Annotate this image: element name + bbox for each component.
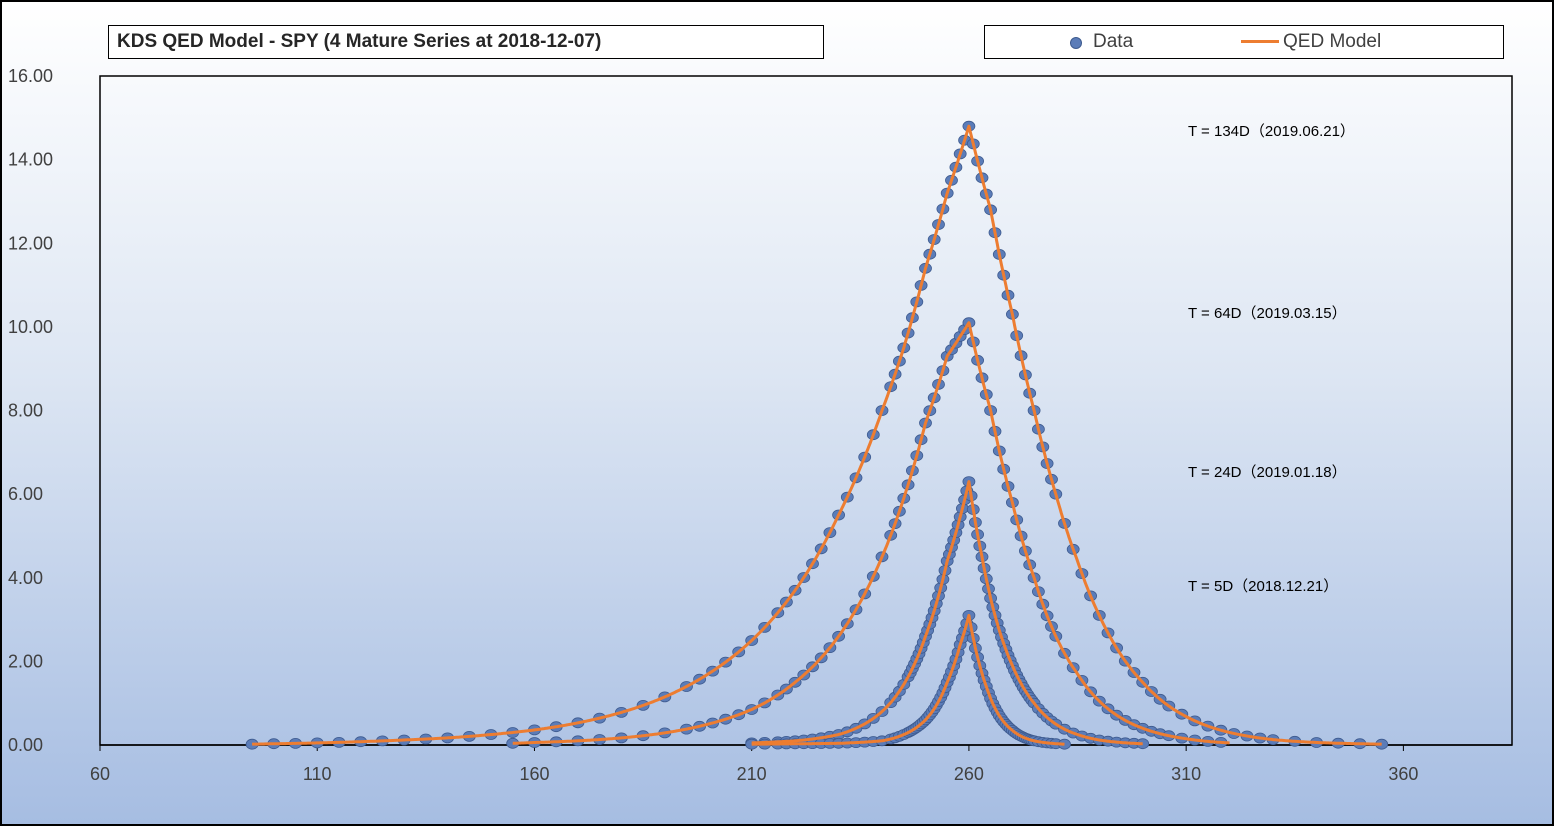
y-axis: 0.00 2.00 4.00 6.00 8.00 10.00 12.00 14.00 16.00 <box>8 66 53 755</box>
model-curve <box>751 480 1144 746</box>
model-curves <box>251 124 1383 746</box>
model-curve <box>512 321 1230 745</box>
y-tick-label: 14.00 <box>8 150 53 170</box>
y-tick-label: 0.00 <box>8 735 43 755</box>
data-markers <box>245 120 1389 750</box>
x-tick-label: 210 <box>737 764 767 784</box>
series-label: T = 134D（2019.06.21） <box>1188 123 1355 140</box>
x-tick-label: 310 <box>1171 764 1201 784</box>
chart-title: KDS QED Model - SPY (4 Mature Series at … <box>108 25 824 59</box>
legend-entry-data: Data <box>1070 26 1134 57</box>
y-tick-label: 10.00 <box>8 317 53 337</box>
model-curve <box>251 124 1383 746</box>
legend-label-model: QED Model <box>1283 31 1382 52</box>
y-tick-label: 16.00 <box>8 66 53 86</box>
x-tick-label: 360 <box>1388 764 1418 784</box>
x-tick-label: 160 <box>519 764 549 784</box>
model-curve <box>751 613 1065 746</box>
x-axis: 60 110 160 210 260 310 360 <box>90 744 1512 784</box>
plot-border <box>99 75 1513 746</box>
y-tick-label: 12.00 <box>8 233 53 253</box>
x-tick-label: 110 <box>303 764 332 784</box>
series-label: T = 5D（2018.12.21） <box>1188 578 1338 595</box>
x-tick-label: 260 <box>954 764 984 784</box>
x-tick-label: 60 <box>90 764 110 784</box>
legend-entry-model: QED Model <box>1241 26 1382 57</box>
legend-label-data: Data <box>1093 31 1134 52</box>
data-marker-icon <box>1070 37 1082 49</box>
y-tick-label: 8.00 <box>8 401 43 421</box>
series-label: T = 64D（2019.03.15） <box>1188 305 1347 322</box>
y-tick-label: 2.00 <box>8 651 43 671</box>
plot-area <box>99 75 1513 746</box>
y-tick-label: 4.00 <box>8 568 43 588</box>
legend: Data QED Model <box>984 25 1504 59</box>
model-line-icon <box>1241 40 1279 43</box>
y-tick-label: 6.00 <box>8 484 43 504</box>
series-labels: T = 134D（2019.06.21） T = 64D（2019.03.15） T… <box>1188 123 1355 595</box>
series-label: T = 24D（2019.01.18） <box>1188 464 1347 481</box>
